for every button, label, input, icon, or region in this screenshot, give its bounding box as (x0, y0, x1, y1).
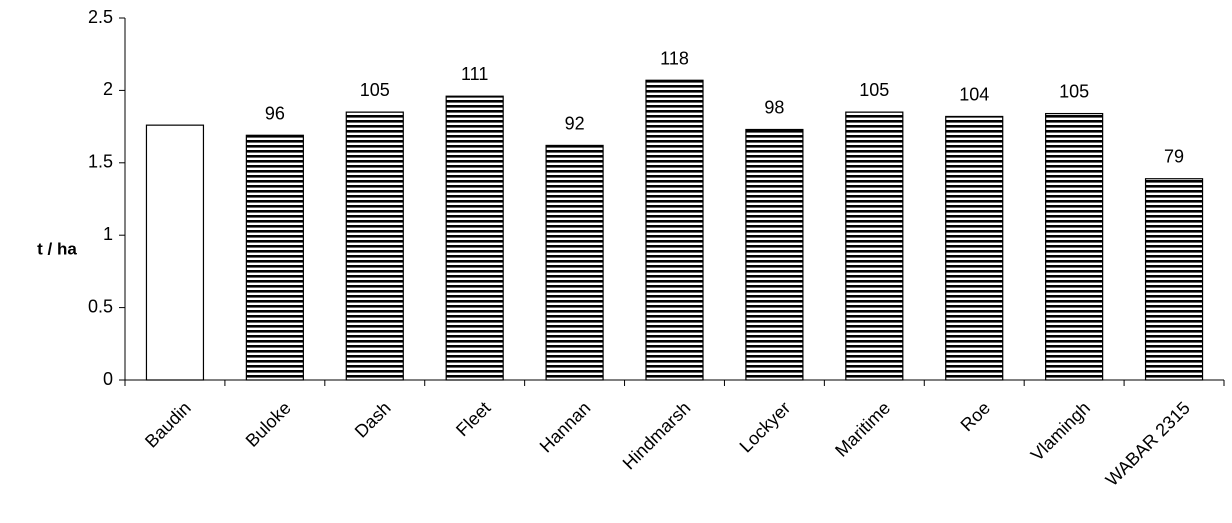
bar-data-label: 92 (565, 113, 585, 133)
x-tick-label: Buloke (242, 398, 295, 451)
bar (545, 144, 604, 381)
bar (445, 95, 504, 381)
x-tick-label: Dash (351, 398, 395, 442)
y-tick-label: 2 (103, 79, 113, 99)
bar (145, 124, 205, 381)
bar-data-label: 118 (660, 48, 689, 68)
y-tick-label: 2.5 (88, 7, 113, 27)
bar (645, 79, 704, 381)
y-tick-label: 1 (103, 224, 113, 244)
y-axis-title: t / ha (37, 239, 77, 258)
x-tick-label: Lockyer (736, 398, 795, 457)
y-tick-label: 0 (103, 369, 113, 389)
x-axis: Baudin Buloke Dash Fleet Hannan Hindmarsh Lock… (124, 379, 1225, 490)
bar-data-label: 111 (461, 64, 488, 84)
y-tick-label: 0.5 (88, 296, 113, 316)
bar (1144, 178, 1204, 381)
x-tick-label: Roe (957, 398, 994, 435)
bar-data-label: 105 (360, 80, 390, 100)
bar-data-label: 98 (764, 97, 784, 117)
x-tick-label: Baudin (141, 398, 195, 452)
bars (145, 79, 1204, 381)
bar-data-label: 104 (959, 84, 989, 104)
bar (845, 111, 904, 381)
bar-data-label: 96 (265, 103, 285, 123)
bar (745, 128, 804, 381)
bar-data-label: 105 (859, 80, 889, 100)
x-tick-label: WABAR 2315 (1102, 398, 1194, 490)
x-tick-label: Hannan (536, 398, 595, 457)
bar-data-label: 79 (1164, 147, 1184, 167)
x-tick-label: Vlamingh (1027, 398, 1094, 465)
bar (245, 134, 304, 381)
y-axis: 0 0.5 1 1.5 2 2.5 (88, 7, 126, 389)
y-tick-label: 1.5 (88, 152, 113, 172)
data-labels: 96 105 111 92 118 98 105 104 105 79 (265, 48, 1184, 166)
bar-data-label: 105 (1059, 82, 1089, 102)
bar (1045, 112, 1104, 381)
bar (345, 111, 404, 381)
x-tick-label: Fleet (452, 398, 494, 440)
bar (945, 115, 1004, 381)
x-tick-label: Hindmarsh (619, 398, 695, 474)
x-tick-label: Maritime (831, 398, 894, 461)
